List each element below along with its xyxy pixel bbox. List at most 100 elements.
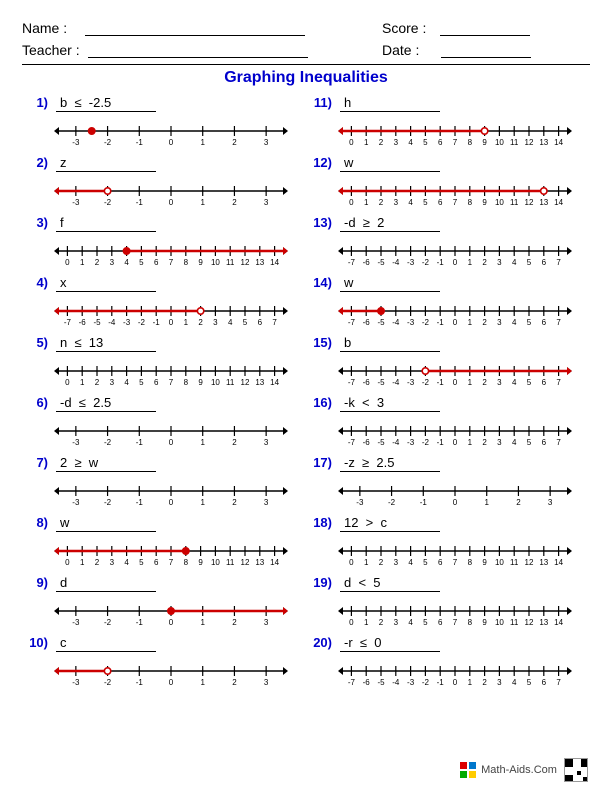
svg-text:10: 10 bbox=[211, 558, 220, 567]
svg-text:-3: -3 bbox=[356, 498, 364, 507]
svg-text:2: 2 bbox=[379, 618, 384, 627]
svg-text:0: 0 bbox=[349, 618, 354, 627]
number-line-wrap: -3-2-10123 bbox=[336, 475, 574, 509]
expression: n ≤ 13 bbox=[56, 335, 156, 352]
svg-text:-5: -5 bbox=[377, 378, 385, 387]
svg-text:7: 7 bbox=[453, 558, 458, 567]
svg-text:11: 11 bbox=[510, 558, 519, 567]
svg-text:2: 2 bbox=[232, 498, 237, 507]
svg-text:5: 5 bbox=[423, 138, 428, 147]
svg-text:6: 6 bbox=[258, 318, 263, 327]
svg-text:-2: -2 bbox=[422, 678, 430, 687]
number-line-wrap: 01234567891011121314 bbox=[336, 115, 574, 149]
problem-number: 18) bbox=[306, 515, 332, 530]
problem-number: 5) bbox=[22, 335, 48, 350]
number-line: -3-2-10123 bbox=[52, 595, 290, 629]
number-line-wrap: -7-6-5-4-3-2-101234567 bbox=[336, 235, 574, 269]
svg-text:0: 0 bbox=[169, 198, 174, 207]
svg-text:4: 4 bbox=[408, 198, 413, 207]
svg-text:-4: -4 bbox=[392, 318, 400, 327]
svg-text:12: 12 bbox=[525, 198, 534, 207]
svg-text:11: 11 bbox=[510, 198, 519, 207]
problem: 5)n ≤ 1301234567891011121314 bbox=[22, 335, 306, 395]
svg-text:-7: -7 bbox=[348, 378, 356, 387]
number-line-wrap: -3-2-10123 bbox=[52, 655, 290, 689]
svg-text:6: 6 bbox=[154, 258, 159, 267]
svg-text:8: 8 bbox=[184, 378, 189, 387]
svg-text:0: 0 bbox=[453, 378, 458, 387]
svg-text:5: 5 bbox=[243, 318, 248, 327]
svg-text:0: 0 bbox=[349, 558, 354, 567]
problem-number: 4) bbox=[22, 275, 48, 290]
expression: -z ≥ 2.5 bbox=[340, 455, 440, 472]
svg-text:2: 2 bbox=[232, 138, 237, 147]
svg-text:1: 1 bbox=[184, 318, 189, 327]
number-line-wrap: 01234567891011121314 bbox=[52, 235, 290, 269]
problem: 16)-k < 3-7-6-5-4-3-2-101234567 bbox=[306, 395, 590, 455]
worksheet-title: Graphing Inequalities bbox=[22, 69, 590, 87]
svg-text:9: 9 bbox=[482, 558, 487, 567]
expression: b ≤ -2.5 bbox=[56, 95, 156, 112]
svg-text:2: 2 bbox=[95, 378, 100, 387]
svg-text:11: 11 bbox=[510, 618, 519, 627]
problem-number: 6) bbox=[22, 395, 48, 410]
svg-text:4: 4 bbox=[124, 378, 129, 387]
problem: 11)h01234567891011121314 bbox=[306, 95, 590, 155]
expression: b bbox=[340, 335, 440, 352]
number-line: 01234567891011121314 bbox=[336, 595, 574, 629]
score-label: Score : bbox=[382, 20, 426, 36]
svg-text:0: 0 bbox=[453, 258, 458, 267]
svg-text:-7: -7 bbox=[348, 258, 356, 267]
svg-text:10: 10 bbox=[211, 258, 220, 267]
svg-text:-4: -4 bbox=[392, 258, 400, 267]
svg-text:9: 9 bbox=[482, 138, 487, 147]
problem: 17)-z ≥ 2.5-3-2-10123 bbox=[306, 455, 590, 515]
problem: 9)d-3-2-10123 bbox=[22, 575, 306, 635]
number-line: -7-6-5-4-3-2-101234567 bbox=[336, 235, 574, 269]
problem-number: 7) bbox=[22, 455, 48, 470]
svg-text:-1: -1 bbox=[136, 138, 144, 147]
svg-text:7: 7 bbox=[453, 618, 458, 627]
svg-text:-1: -1 bbox=[136, 498, 144, 507]
problem-number: 9) bbox=[22, 575, 48, 590]
expression: w bbox=[340, 275, 440, 292]
svg-text:3: 3 bbox=[264, 498, 269, 507]
problem: 2)z-3-2-10123 bbox=[22, 155, 306, 215]
svg-text:4: 4 bbox=[228, 318, 233, 327]
expression: -d ≤ 2.5 bbox=[56, 395, 156, 412]
svg-text:1: 1 bbox=[484, 498, 489, 507]
number-line: -7-6-5-4-3-2-101234567 bbox=[336, 355, 574, 389]
svg-text:-5: -5 bbox=[377, 438, 385, 447]
svg-text:-4: -4 bbox=[392, 438, 400, 447]
qr-icon bbox=[564, 758, 588, 782]
number-line: -7-6-5-4-3-2-101234567 bbox=[336, 655, 574, 689]
problem-number: 19) bbox=[306, 575, 332, 590]
svg-text:4: 4 bbox=[512, 678, 517, 687]
svg-text:-3: -3 bbox=[407, 258, 415, 267]
problem: 13)-d ≥ 2-7-6-5-4-3-2-101234567 bbox=[306, 215, 590, 275]
problem: 12)w01234567891011121314 bbox=[306, 155, 590, 215]
svg-text:7: 7 bbox=[556, 258, 561, 267]
svg-text:6: 6 bbox=[542, 318, 547, 327]
svg-text:5: 5 bbox=[527, 438, 532, 447]
number-line: 01234567891011121314 bbox=[336, 535, 574, 569]
svg-text:0: 0 bbox=[169, 498, 174, 507]
problem-number: 3) bbox=[22, 215, 48, 230]
svg-text:8: 8 bbox=[184, 558, 189, 567]
teacher-field-line bbox=[88, 44, 308, 58]
svg-text:3: 3 bbox=[497, 258, 502, 267]
svg-text:5: 5 bbox=[527, 378, 532, 387]
svg-text:13: 13 bbox=[539, 558, 548, 567]
svg-text:10: 10 bbox=[495, 558, 504, 567]
svg-text:-6: -6 bbox=[363, 438, 371, 447]
svg-text:-2: -2 bbox=[104, 138, 112, 147]
svg-text:-3: -3 bbox=[72, 618, 80, 627]
svg-text:8: 8 bbox=[468, 558, 473, 567]
svg-text:3: 3 bbox=[264, 678, 269, 687]
svg-text:4: 4 bbox=[408, 618, 413, 627]
svg-text:-2: -2 bbox=[422, 378, 430, 387]
svg-text:-1: -1 bbox=[420, 498, 428, 507]
svg-text:2: 2 bbox=[482, 378, 487, 387]
svg-text:6: 6 bbox=[542, 438, 547, 447]
svg-text:14: 14 bbox=[554, 198, 563, 207]
